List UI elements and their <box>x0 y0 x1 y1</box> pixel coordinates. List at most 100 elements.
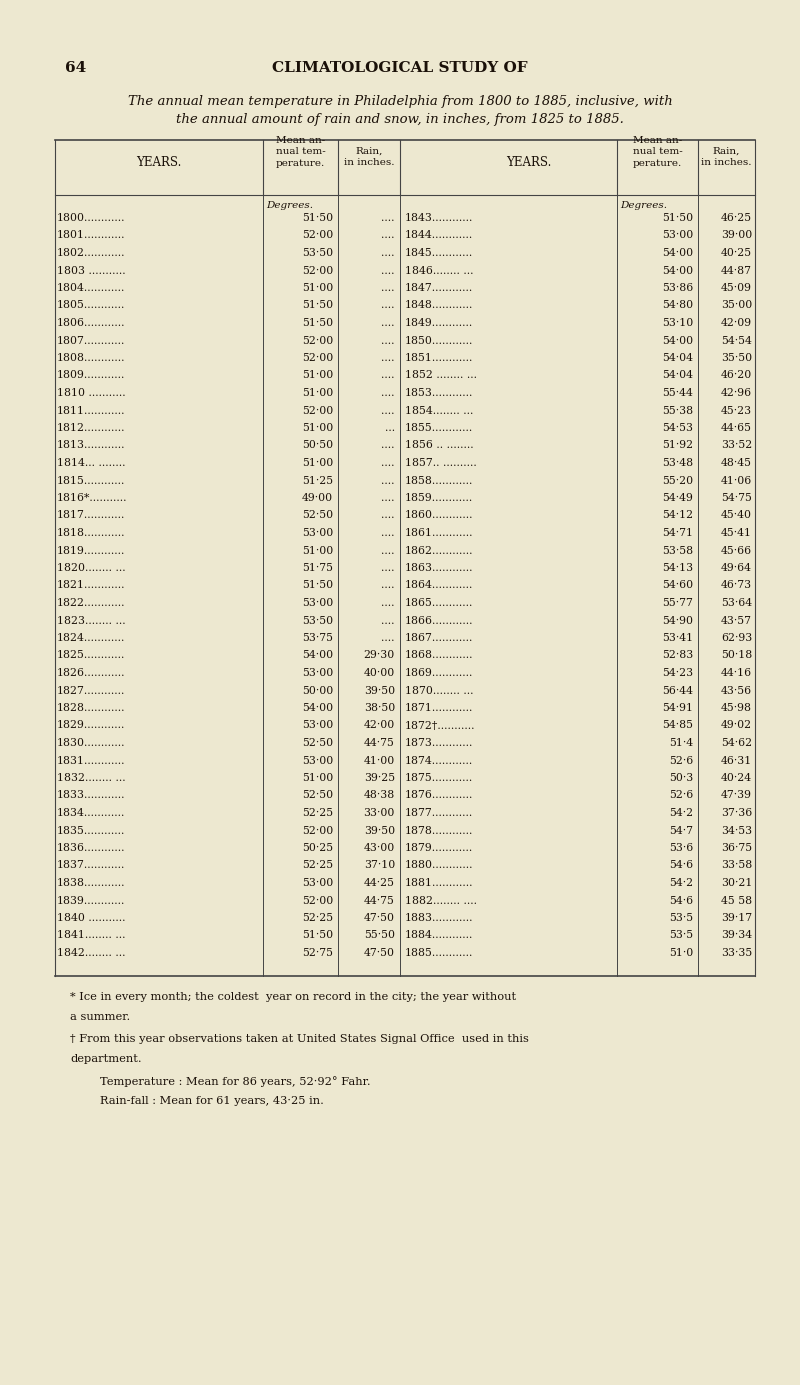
Text: 45·40: 45·40 <box>721 511 752 521</box>
Text: 42·00: 42·00 <box>364 720 395 730</box>
Text: 52·00: 52·00 <box>302 896 333 906</box>
Text: 54·00: 54·00 <box>662 335 693 345</box>
Text: ....: .... <box>382 475 395 486</box>
Text: 1853............: 1853............ <box>405 388 474 397</box>
Text: 52·25: 52·25 <box>302 860 333 871</box>
Text: 33·58: 33·58 <box>721 860 752 871</box>
Text: 54·6: 54·6 <box>669 860 693 871</box>
Text: 1848............: 1848............ <box>405 301 474 310</box>
Text: 1859............: 1859............ <box>405 493 474 503</box>
Text: 1825............: 1825............ <box>57 651 126 661</box>
Text: 1846........ ...: 1846........ ... <box>405 266 474 276</box>
Text: 47·39: 47·39 <box>721 791 752 801</box>
Text: 54·49: 54·49 <box>662 493 693 503</box>
Text: 53·64: 53·64 <box>721 598 752 608</box>
Text: 55·44: 55·44 <box>662 388 693 397</box>
Text: 1814... ........: 1814... ........ <box>57 458 126 468</box>
Text: 1877............: 1877............ <box>405 807 474 819</box>
Text: 45·41: 45·41 <box>721 528 752 537</box>
Text: 49·02: 49·02 <box>721 720 752 730</box>
Text: 62·93: 62·93 <box>721 633 752 643</box>
Text: 52·50: 52·50 <box>302 511 333 521</box>
Text: 1876............: 1876............ <box>405 791 474 801</box>
Text: 47·50: 47·50 <box>364 947 395 958</box>
Text: 1827............: 1827............ <box>57 686 126 695</box>
Text: 1867............: 1867............ <box>405 633 474 643</box>
Text: 45·66: 45·66 <box>721 546 752 555</box>
Text: 1874............: 1874............ <box>405 755 474 766</box>
Text: 1858............: 1858............ <box>405 475 474 486</box>
Text: 1834............: 1834............ <box>57 807 126 819</box>
Text: 1869............: 1869............ <box>405 668 474 679</box>
Text: ....: .... <box>382 319 395 328</box>
Text: 1882........ ....: 1882........ .... <box>405 896 477 906</box>
Text: 53·00: 53·00 <box>302 668 333 679</box>
Text: 1843............: 1843............ <box>405 213 474 223</box>
Text: 41·06: 41·06 <box>721 475 752 486</box>
Text: 54·91: 54·91 <box>662 704 693 713</box>
Text: 1822............: 1822............ <box>57 598 126 608</box>
Text: ....: .... <box>382 546 395 555</box>
Text: 53·41: 53·41 <box>662 633 693 643</box>
Text: 53·50: 53·50 <box>302 248 333 258</box>
Text: 1800............: 1800............ <box>57 213 126 223</box>
Text: ....: .... <box>382 388 395 397</box>
Text: 46·20: 46·20 <box>721 371 752 381</box>
Text: 33·00: 33·00 <box>364 807 395 819</box>
Text: 54·62: 54·62 <box>721 738 752 748</box>
Text: 46·31: 46·31 <box>721 755 752 766</box>
Text: 1883............: 1883............ <box>405 913 474 922</box>
Text: ....: .... <box>382 371 395 381</box>
Text: 42·96: 42·96 <box>721 388 752 397</box>
Text: 1854........ ...: 1854........ ... <box>405 406 474 415</box>
Text: department.: department. <box>70 1054 142 1065</box>
Text: 39·17: 39·17 <box>721 913 752 922</box>
Text: 43·56: 43·56 <box>721 686 752 695</box>
Text: ....: .... <box>382 440 395 450</box>
Text: 53·00: 53·00 <box>302 878 333 888</box>
Text: 53·00: 53·00 <box>302 598 333 608</box>
Text: 40·24: 40·24 <box>721 773 752 783</box>
Text: 55·50: 55·50 <box>364 931 395 940</box>
Text: 1802............: 1802............ <box>57 248 126 258</box>
Text: 1884............: 1884............ <box>405 931 474 940</box>
Text: CLIMATOLOGICAL STUDY OF: CLIMATOLOGICAL STUDY OF <box>272 61 528 75</box>
Text: ....: .... <box>382 335 395 345</box>
Text: 1844............: 1844............ <box>405 230 474 241</box>
Text: 55·38: 55·38 <box>662 406 693 415</box>
Text: 50·50: 50·50 <box>302 440 333 450</box>
Text: 1826............: 1826............ <box>57 668 126 679</box>
Text: 51·00: 51·00 <box>302 371 333 381</box>
Text: 1842........ ...: 1842........ ... <box>57 947 126 958</box>
Text: 54·6: 54·6 <box>669 896 693 906</box>
Text: 1820........ ...: 1820........ ... <box>57 562 126 573</box>
Text: 1847............: 1847............ <box>405 283 474 294</box>
Text: * Ice in every month; the coldest  year on record in the city; the year without: * Ice in every month; the coldest year o… <box>70 993 516 1003</box>
Text: 44·25: 44·25 <box>364 878 395 888</box>
Text: 50·25: 50·25 <box>302 843 333 853</box>
Text: 1805............: 1805............ <box>57 301 126 310</box>
Text: 1828............: 1828............ <box>57 704 126 713</box>
Text: 1808............: 1808............ <box>57 353 126 363</box>
Text: 1861............: 1861............ <box>405 528 474 537</box>
Text: 40·00: 40·00 <box>364 668 395 679</box>
Text: 51·00: 51·00 <box>302 388 333 397</box>
Text: ....: .... <box>382 528 395 537</box>
Text: 54·04: 54·04 <box>662 371 693 381</box>
Text: 39·50: 39·50 <box>364 686 395 695</box>
Text: ....: .... <box>382 213 395 223</box>
Text: 52·50: 52·50 <box>302 791 333 801</box>
Text: 1841........ ...: 1841........ ... <box>57 931 126 940</box>
Text: 51·75: 51·75 <box>302 562 333 573</box>
Text: 54·00: 54·00 <box>302 704 333 713</box>
Text: 35·50: 35·50 <box>721 353 752 363</box>
Text: 53·6: 53·6 <box>669 843 693 853</box>
Text: 1856 .. ........: 1856 .. ........ <box>405 440 474 450</box>
Text: 44·75: 44·75 <box>364 896 395 906</box>
Text: ....: .... <box>382 615 395 626</box>
Text: 51·50: 51·50 <box>302 931 333 940</box>
Text: 52·6: 52·6 <box>669 755 693 766</box>
Text: 53·5: 53·5 <box>669 913 693 922</box>
Text: 1852 ........ ...: 1852 ........ ... <box>405 371 477 381</box>
Text: 52·00: 52·00 <box>302 353 333 363</box>
